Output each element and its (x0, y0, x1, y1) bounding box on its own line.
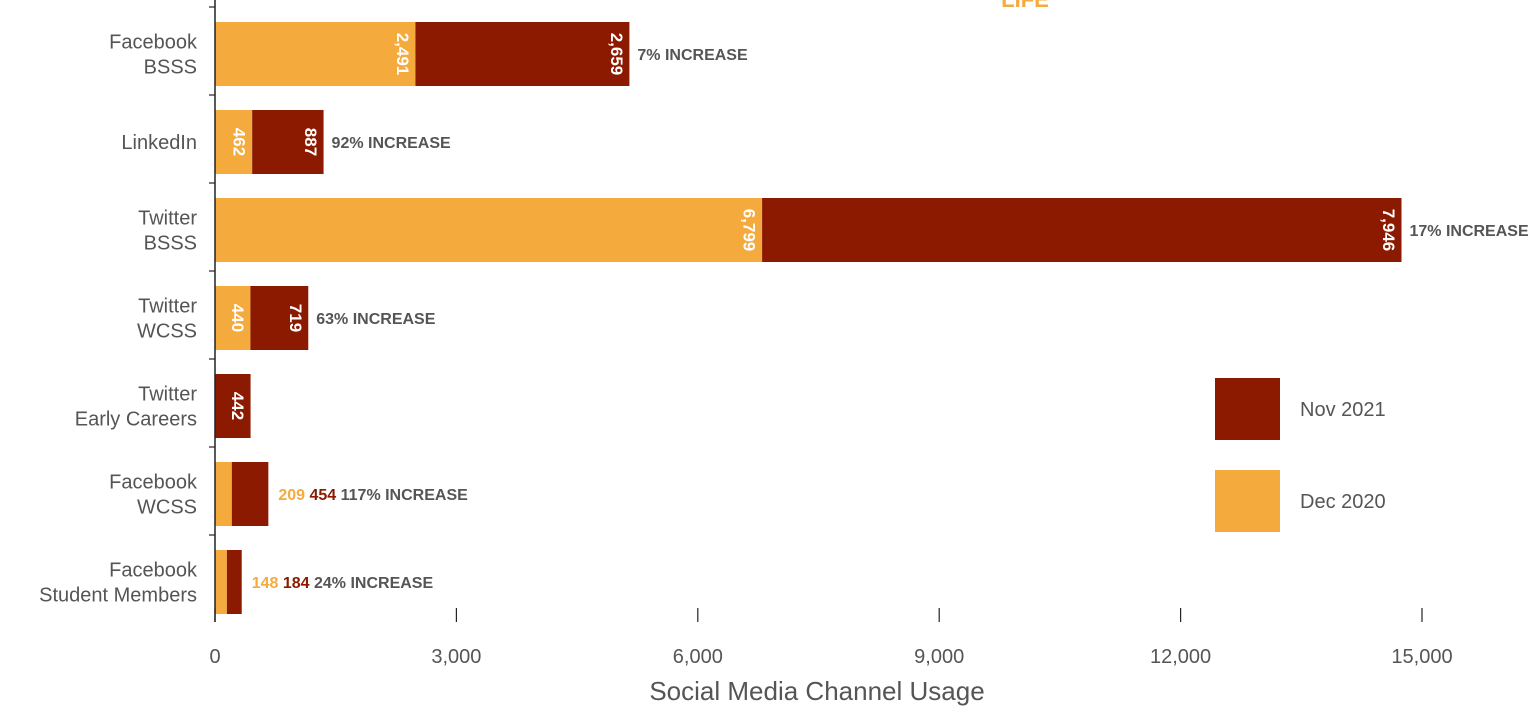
bar-value-label: 454 (309, 487, 340, 504)
bar-nov-2021 (762, 198, 1402, 262)
bar-value-label: 887 (301, 128, 320, 156)
bar-value-label: 462 (230, 128, 249, 156)
bar-value-label: 2,491 (393, 33, 412, 76)
category-label: Facebook (109, 472, 198, 494)
increase-annotation: 17% INCREASE (1409, 223, 1528, 240)
category-label: Twitter (138, 296, 197, 318)
increase-annotation: 92% INCREASE (332, 135, 451, 152)
bar-dec-2020 (215, 22, 416, 86)
bar-dec-2020 (215, 198, 763, 262)
bar-nov-2021 (226, 550, 242, 614)
increase-annotation: 209 454 117% INCREASE (278, 487, 468, 504)
category-label: LinkedIn (121, 132, 197, 154)
x-tick-label: 6,000 (673, 646, 723, 668)
bar-value-label: 442 (228, 392, 247, 420)
bars (215, 22, 1402, 614)
legend-swatch (1215, 378, 1280, 440)
x-tick-label: 0 (209, 646, 220, 668)
x-tick-label: 3,000 (431, 646, 481, 668)
increase-annotation-text: 24% INCREASE (314, 575, 433, 592)
legend-label: Nov 2021 (1300, 399, 1386, 421)
bar-value-labels: 2,491 2,659 462 887 6,799 7,946 440 719 442 (228, 33, 1398, 420)
bar-value-label: 184 (283, 575, 314, 592)
bar-nov-2021 (252, 110, 324, 174)
bar-nov-2021 (415, 22, 630, 86)
axes: 0 3,000 6,000 9,000 12,000 15,000 (209, 0, 1453, 668)
category-label: Twitter (138, 208, 197, 230)
bar-dec-2020 (215, 110, 253, 174)
bar-value-label: 2,659 (607, 33, 626, 76)
bar-value-label: 719 (286, 304, 305, 332)
legend-label: Dec 2020 (1300, 491, 1386, 513)
bar-dec-2020 (215, 286, 251, 350)
legend-swatch (1215, 470, 1280, 532)
bar-value-label: 440 (228, 304, 247, 332)
bar-nov-2021 (215, 374, 251, 438)
category-label: BSSS (144, 57, 197, 79)
bar-value-label: 148 (252, 575, 283, 592)
bar-value-label: 6,799 (740, 209, 759, 252)
increase-annotation: 148 184 24% INCREASE (252, 575, 434, 592)
bar-dec-2020 (215, 550, 227, 614)
x-tick-label: 12,000 (1150, 646, 1211, 668)
increase-annotations: 7% INCREASE 92% INCREASE 17% INCREASE 63% I… (252, 47, 1529, 592)
bar-nov-2021 (231, 462, 269, 526)
legend: Nov 2021 Dec 2020 (1215, 378, 1386, 532)
x-axis-label: Social Media Channel Usage (649, 676, 984, 706)
bar-nov-2021 (250, 286, 309, 350)
bar-dec-2020 (215, 462, 232, 526)
category-label: WCSS (137, 321, 197, 343)
category-label: Facebook (109, 560, 198, 582)
category-label: BSSS (144, 233, 197, 255)
category-label: Facebook (109, 32, 198, 54)
category-labels: Facebook BSSS LinkedIn Twitter BSSS Twitter WC… (39, 32, 198, 607)
increase-annotation: 7% INCREASE (637, 47, 748, 64)
x-tick-label: 15,000 (1391, 646, 1452, 668)
category-label: Twitter (138, 384, 197, 406)
category-label: Early Careers (75, 409, 197, 431)
chart-title: LIFE (1001, 0, 1049, 12)
x-tick-label: 9,000 (914, 646, 964, 668)
bar-value-label: 209 (278, 487, 309, 504)
category-label: WCSS (137, 497, 197, 519)
increase-annotation: 63% INCREASE (316, 311, 435, 328)
category-label: Student Members (39, 585, 197, 607)
increase-annotation-text: 117% INCREASE (341, 487, 468, 504)
bar-value-label: 7,946 (1379, 209, 1398, 252)
